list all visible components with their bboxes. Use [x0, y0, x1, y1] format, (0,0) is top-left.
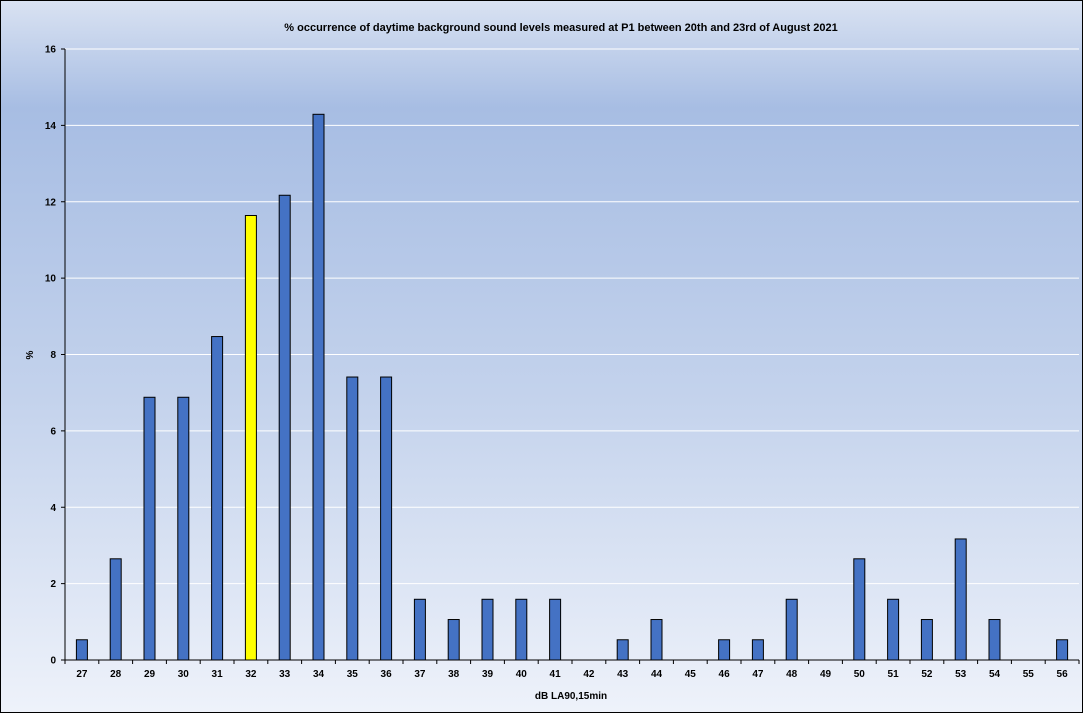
bar-28 [109, 558, 122, 661]
x-axis-label: dB LA90,15min [535, 691, 607, 702]
y-tick-label: 16 [45, 45, 57, 56]
x-tick-label: 44 [651, 669, 663, 680]
bar-43 [616, 639, 629, 661]
x-tick-label: 27 [76, 669, 88, 680]
bars [75, 113, 1069, 661]
x-tick-label: 32 [245, 669, 257, 680]
bar-33 [278, 194, 291, 661]
y-axis-label: % [25, 350, 36, 359]
x-tick-label: 33 [279, 669, 291, 680]
y-tick-label: 0 [50, 656, 56, 667]
bar-40 [515, 598, 528, 661]
x-tick-label: 47 [752, 669, 764, 680]
x-tick-label: 53 [955, 669, 967, 680]
y-tick-label: 4 [50, 503, 56, 514]
x-tick-label: 30 [178, 669, 190, 680]
x-tick-label: 38 [448, 669, 460, 680]
x-tick-label: 37 [414, 669, 426, 680]
y-tick-label: 2 [50, 579, 56, 590]
bar-27 [75, 639, 88, 661]
axes [61, 48, 1080, 664]
x-tick-label: 49 [820, 669, 832, 680]
bar-30 [177, 396, 190, 661]
y-tick-label: 14 [45, 121, 57, 132]
x-tick-label: 39 [482, 669, 494, 680]
x-tick-label: 48 [786, 669, 798, 680]
x-tick-label: 40 [516, 669, 528, 680]
bar-54 [988, 619, 1001, 661]
x-tick-label: 36 [381, 669, 393, 680]
y-tick-label: 10 [45, 274, 57, 285]
chart-title: % occurrence of daytime background sound… [284, 22, 837, 34]
y-tick-label: 8 [50, 350, 56, 361]
x-tick-label: 50 [854, 669, 866, 680]
bar-53 [954, 538, 967, 661]
y-tick-label: 12 [45, 197, 57, 208]
x-tick-label: 43 [617, 669, 629, 680]
bar-34 [312, 113, 325, 661]
bar-36 [380, 376, 393, 661]
x-tick-label: 29 [144, 669, 156, 680]
bar-31 [211, 336, 224, 661]
bar-46 [718, 639, 731, 661]
x-tick-label: 55 [1023, 669, 1035, 680]
x-tick-label: 45 [685, 669, 697, 680]
x-tick-label: 54 [989, 669, 1001, 680]
x-tick-labels: 27 28 29 30 31 32 33 34 35 36 37 38 39 40 41 42 43 44 45 46… [76, 669, 1068, 680]
bar-37 [413, 598, 426, 661]
x-tick-label: 34 [313, 669, 325, 680]
bar-29 [143, 396, 156, 661]
x-tick-label: 52 [921, 669, 933, 680]
x-tick-label: 46 [719, 669, 731, 680]
x-tick-label: 42 [583, 669, 595, 680]
bar-56 [1056, 639, 1069, 661]
x-tick-label: 35 [347, 669, 359, 680]
bar-48 [785, 598, 798, 661]
bar-41 [549, 598, 562, 661]
bar-39 [481, 598, 494, 661]
x-tick-label: 56 [1057, 669, 1069, 680]
bar-32 [244, 214, 257, 661]
bar-50 [853, 558, 866, 661]
bar-52 [920, 619, 933, 661]
x-tick-label: 31 [212, 669, 224, 680]
bar-35 [346, 376, 359, 661]
x-tick-label: 28 [110, 669, 122, 680]
y-tick-labels: 0 2 4 6 8 10 12 14 16 [45, 45, 57, 667]
y-tick-label: 6 [50, 426, 56, 437]
bar-38 [447, 619, 460, 661]
x-tick-label: 41 [550, 669, 562, 680]
grid-lines [65, 48, 1079, 585]
bar-47 [751, 639, 764, 661]
x-tick-label: 51 [888, 669, 900, 680]
bar-51 [887, 598, 900, 661]
bar-44 [650, 619, 663, 661]
